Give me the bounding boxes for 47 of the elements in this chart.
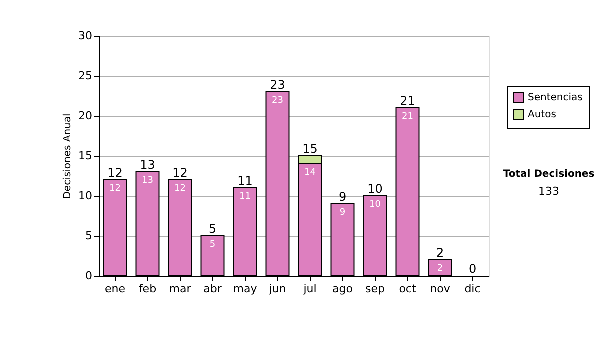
y-axis-title: Decisiones Anual bbox=[62, 114, 74, 200]
x-tick-label: mar bbox=[169, 282, 192, 296]
x-tick-label: jul bbox=[302, 282, 317, 296]
x-tick-label: may bbox=[233, 282, 258, 296]
total-label: 23 bbox=[270, 78, 286, 92]
legend-label: Autos bbox=[528, 110, 556, 120]
data-label: 11 bbox=[240, 192, 251, 202]
x-tick-label: abr bbox=[204, 282, 222, 296]
data-label: 2 bbox=[437, 264, 444, 274]
total-label: 10 bbox=[368, 182, 383, 196]
y-tick-label: 15 bbox=[78, 150, 92, 162]
total-label: 12 bbox=[108, 166, 123, 180]
data-label: 12 bbox=[174, 184, 186, 194]
total-label: 5 bbox=[208, 222, 217, 236]
text: Total Decisiones bbox=[503, 169, 595, 180]
data-label: 14 bbox=[304, 168, 316, 178]
y-tick-label: 20 bbox=[78, 110, 92, 122]
x-tick-label: dic bbox=[464, 282, 481, 296]
x-tick-label: sep bbox=[366, 282, 386, 296]
x-tick-label: jun bbox=[268, 282, 286, 296]
data-label: 21 bbox=[402, 112, 414, 122]
y-tick-label: 0 bbox=[86, 270, 92, 282]
total-label: 21 bbox=[400, 94, 416, 108]
total-label: 13 bbox=[140, 158, 156, 172]
y-tick-label: 30 bbox=[78, 30, 92, 42]
total-label: 0 bbox=[468, 262, 477, 276]
total-label: 2 bbox=[436, 246, 444, 260]
total-label: 9 bbox=[338, 190, 347, 204]
text: 133 bbox=[538, 185, 560, 198]
data-label: 12 bbox=[110, 184, 121, 194]
total-label: 15 bbox=[302, 142, 318, 156]
total-label: 11 bbox=[238, 174, 253, 188]
x-tick-label: ago bbox=[332, 282, 354, 296]
x-tick-label: oct bbox=[399, 282, 417, 296]
data-label: 10 bbox=[370, 200, 382, 210]
data-label: 5 bbox=[210, 240, 216, 250]
y-tick-label: 5 bbox=[86, 230, 92, 242]
y-tick-label: 10 bbox=[78, 190, 92, 202]
y-tick-label: 25 bbox=[78, 70, 92, 82]
x-tick-label: nov bbox=[430, 282, 451, 296]
data-label: 23 bbox=[272, 96, 284, 106]
x-tick-label: feb bbox=[138, 282, 157, 296]
data-label: 9 bbox=[340, 208, 346, 218]
x-tick-label: ene bbox=[104, 282, 126, 296]
data-label: 13 bbox=[142, 176, 154, 186]
legend-label: Sentencias bbox=[528, 92, 583, 104]
total-label: 12 bbox=[172, 166, 188, 180]
